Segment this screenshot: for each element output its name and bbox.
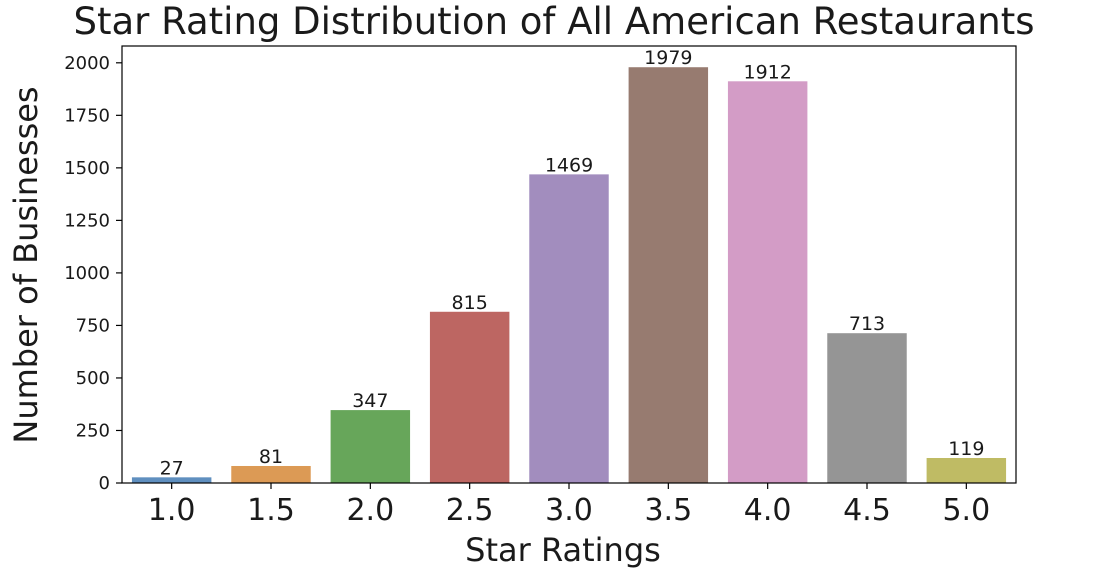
bar-4.5 [827, 333, 907, 483]
data-label-4.5: 713 [849, 313, 885, 335]
bar-3.0 [529, 174, 609, 483]
bar-1.0 [131, 477, 212, 483]
x-tick-label-5.0: 5.0 [942, 493, 990, 528]
x-axis: 1.0 1.5 2.0 2.5 3.0 3.5 4.0 4.5 5.0 [148, 483, 990, 528]
y-tick-label-1750: 1750 [64, 105, 110, 126]
y-tick-label-250: 250 [76, 420, 110, 441]
y-tick-label-1000: 1000 [64, 263, 110, 284]
x-axis-label: Star Ratings [465, 531, 661, 569]
data-label-4.0: 1912 [743, 61, 791, 83]
bars-group [131, 67, 1007, 484]
bar-3.5 [628, 67, 709, 483]
data-labels-group: 27 81 347 815 1469 1979 1912 713 119 [160, 47, 985, 479]
y-tick-label-0: 0 [99, 473, 110, 494]
bar-4.0 [727, 81, 808, 484]
data-label-3.0: 1469 [545, 154, 593, 176]
y-tick-label-1500: 1500 [64, 158, 110, 179]
x-tick-label-2.5: 2.5 [446, 493, 494, 528]
x-tick-label-3.5: 3.5 [644, 493, 692, 528]
y-tick-label-2000: 2000 [64, 53, 110, 74]
x-tick-label-4.5: 4.5 [843, 493, 891, 528]
bar-2.5 [429, 311, 510, 483]
data-label-2.0: 347 [352, 390, 388, 412]
chart-title: Star Rating Distribution of All American… [73, 0, 1035, 43]
data-label-1.5: 81 [259, 446, 283, 468]
data-label-5.0: 119 [948, 438, 984, 460]
data-label-3.5: 1979 [644, 47, 692, 69]
x-tick-label-1.5: 1.5 [247, 493, 295, 528]
x-tick-label-3.0: 3.0 [545, 493, 593, 528]
y-tick-label-750: 750 [76, 315, 110, 336]
x-tick-label-1.0: 1.0 [148, 493, 196, 528]
bar-1.5 [231, 465, 311, 483]
bar-2.0 [330, 410, 411, 483]
y-tick-label-500: 500 [76, 368, 110, 389]
bar-5.0 [926, 457, 1007, 483]
y-tick-label-1250: 1250 [64, 210, 110, 231]
x-tick-label-4.0: 4.0 [744, 493, 792, 528]
data-label-1.0: 27 [160, 457, 184, 479]
x-tick-label-2.0: 2.0 [346, 493, 394, 528]
data-label-2.5: 815 [452, 292, 488, 314]
